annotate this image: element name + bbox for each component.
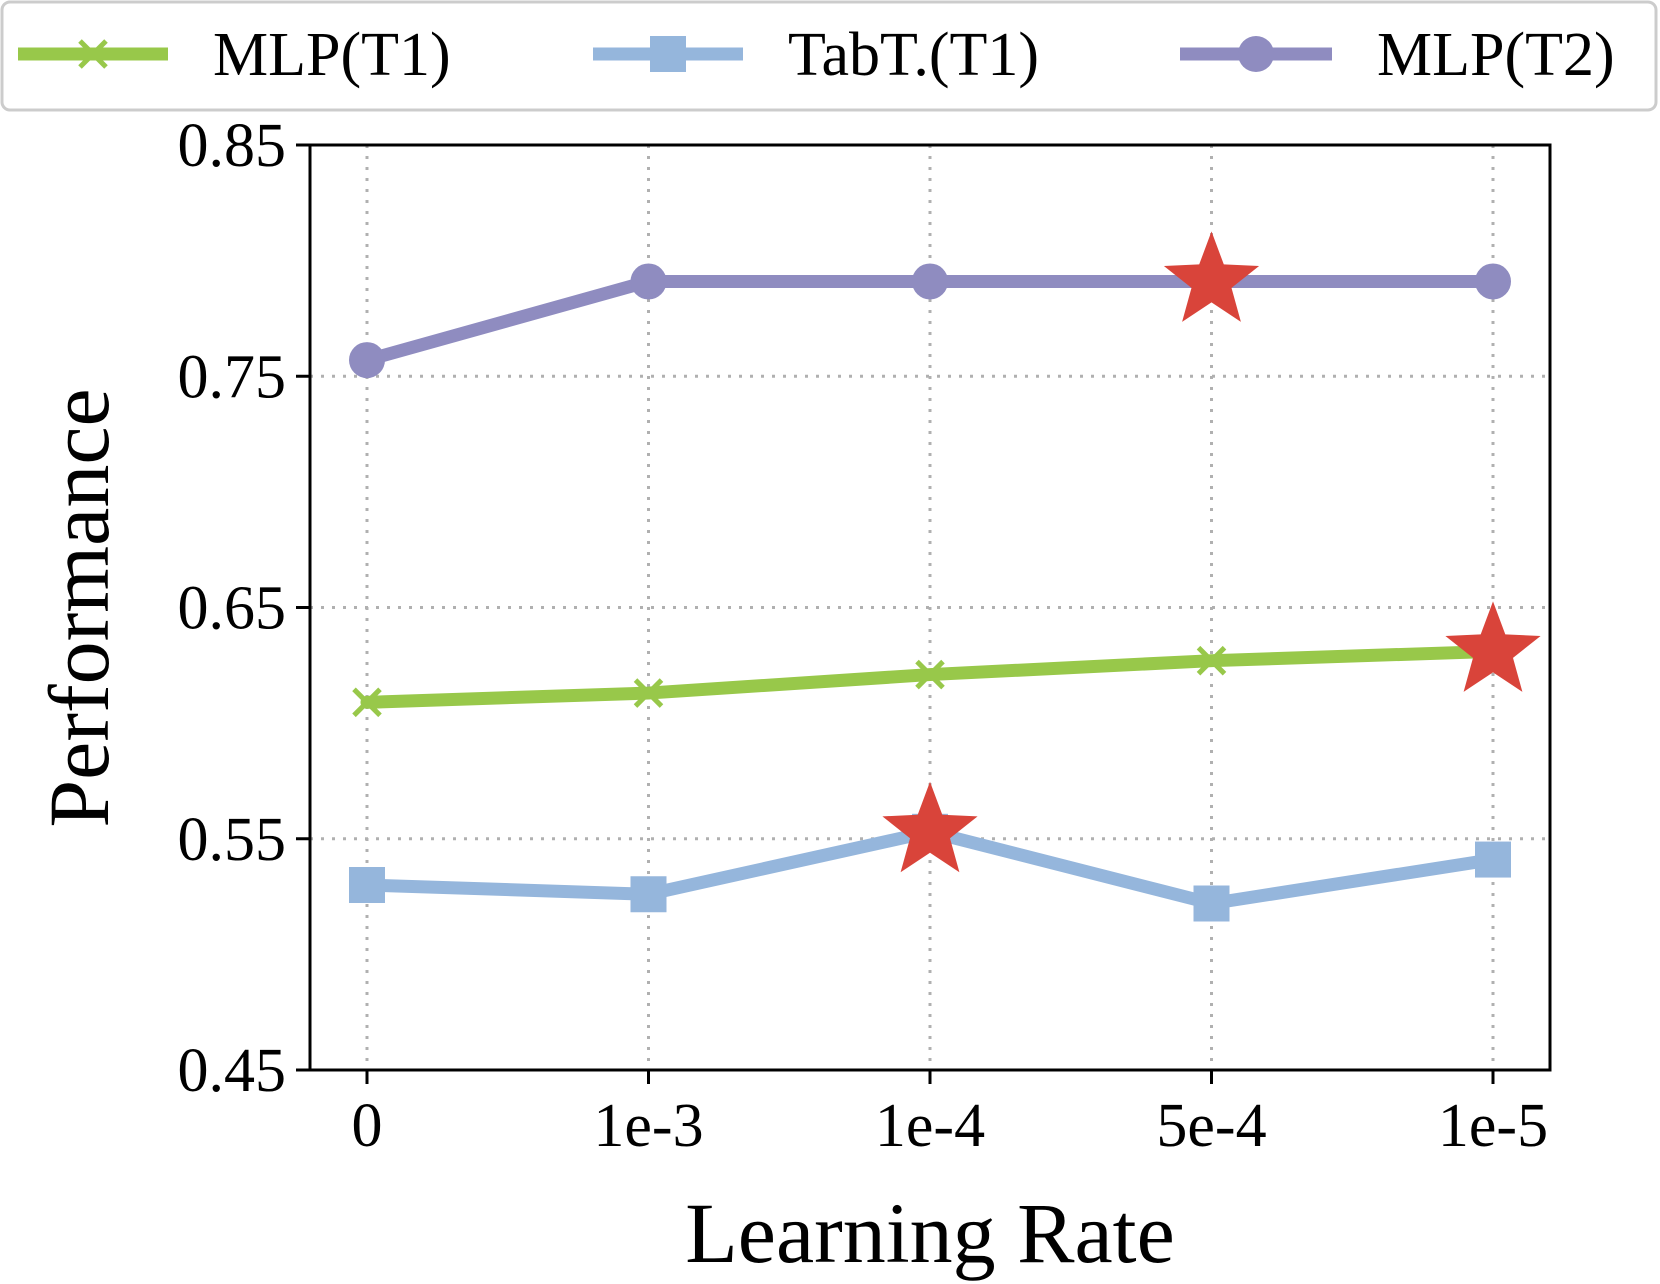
x-marker [78,39,108,69]
x-tick-label: 1e-3 [593,1092,703,1160]
series-MLP(T2) [349,263,1511,379]
y-tick-label: 0.85 [178,112,287,180]
square-marker [349,867,385,903]
legend-frame [0,0,1658,112]
legend-label: TabT.(T1) [788,21,1039,89]
y-tick-label: 0.55 [178,806,287,874]
legend: MLP(T1) TabT.(T1) MLP(T2) [0,0,1658,112]
circle-marker [349,342,385,379]
square-marker [630,876,667,913]
best-star-marker [882,781,978,873]
square-marker [650,36,686,72]
circle-marker [1475,263,1511,300]
y-tick-label: 0.45 [178,1037,287,1105]
legend-item: MLP(T1) [18,21,451,89]
x-tick-label: 0 [352,1092,383,1160]
legend-label: MLP(T2) [1377,21,1615,89]
y-tick-label: 0.65 [178,575,287,643]
legend-label: MLP(T1) [213,21,451,89]
square-marker [1475,841,1511,878]
best-star-marker [1163,231,1260,322]
x-marker [1196,645,1227,676]
x-marker [352,687,382,718]
circle-marker [1238,36,1274,72]
legend-item: TabT.(T1) [593,21,1039,89]
best-star-marker [1445,601,1541,692]
circle-marker [912,263,948,300]
y-axis-label: Performance [31,388,127,827]
x-marker [633,678,664,708]
legend-item: MLP(T2) [1180,21,1615,89]
series-MLP(T1) [352,636,1508,718]
circle-marker [630,263,667,300]
x-axis-label: Learning Rate [685,1185,1175,1281]
x-tick-label: 5e-4 [1156,1092,1266,1160]
axis-ticks: 0 1e-3 1e-4 5e-4 1e-5 0.45 0.55 0.65 0.75 0.85 [178,112,1549,1160]
x-tick-label: 1e-4 [875,1092,985,1160]
square-marker [1193,885,1230,922]
x-marker [915,659,945,690]
x-tick-label: 1e-5 [1438,1092,1548,1160]
y-tick-label: 0.75 [178,343,287,411]
best-markers [882,231,1541,873]
